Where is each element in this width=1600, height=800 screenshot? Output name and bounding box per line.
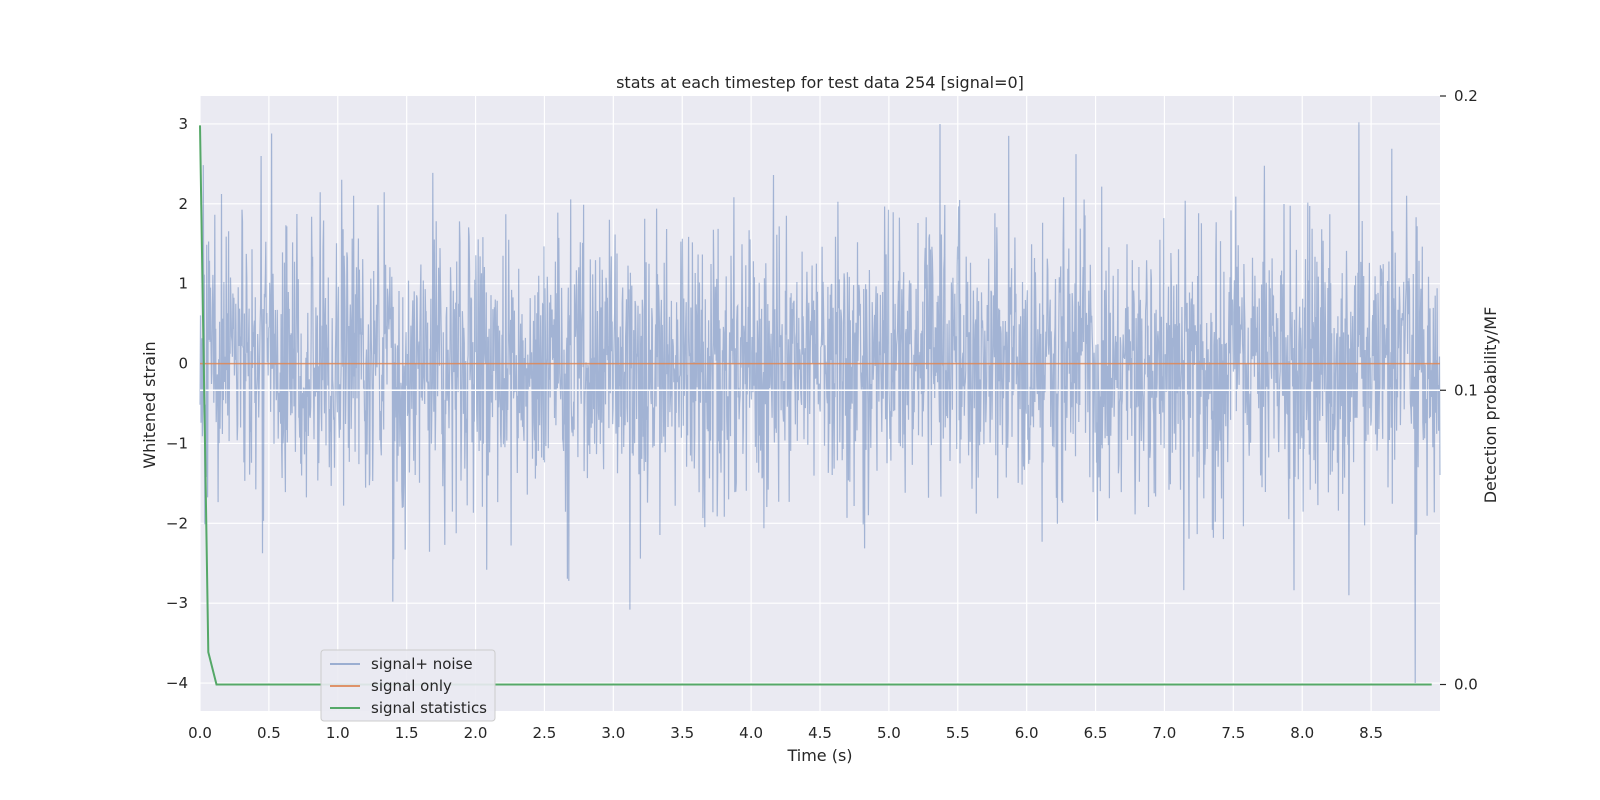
y-tick-label: 1 — [178, 275, 188, 293]
legend-label-signal-only: signal only — [371, 677, 452, 695]
y2-tick-label: 0.1 — [1454, 381, 1478, 399]
x-tick-label: 1.0 — [326, 724, 350, 742]
series-layer — [199, 122, 1441, 686]
x-tick-label: 2.5 — [533, 724, 557, 742]
x-tick-label: 0.5 — [257, 724, 281, 742]
x-tick-label: 1.5 — [395, 724, 419, 742]
x-tick-label: 6.5 — [1084, 724, 1108, 742]
y-tick-label: 3 — [178, 115, 188, 133]
x-tick-label: 5.0 — [877, 724, 901, 742]
y2-axis-label: Detection probability/MF — [1481, 307, 1500, 504]
legend-label-signal-statistics: signal statistics — [371, 699, 487, 717]
y-tick-label: −4 — [166, 674, 188, 692]
y-axis-label: Whitened strain — [140, 341, 159, 468]
x-tick-label: 7.5 — [1221, 724, 1245, 742]
y2-tick-label: 0.2 — [1454, 87, 1478, 105]
y-tick-label: −3 — [166, 594, 188, 612]
x-tick-label: 4.5 — [808, 724, 832, 742]
legend-box — [320, 649, 496, 722]
y-tick-label: 2 — [178, 195, 188, 213]
x-tick-label: 6.0 — [1015, 724, 1039, 742]
series-signal-statistics-line — [199, 125, 1432, 686]
chart-title: stats at each timestep for test data 254… — [616, 73, 1024, 92]
x-tick-label: 8.5 — [1359, 724, 1383, 742]
y-tick-label: −2 — [166, 514, 188, 532]
x-tick-label: 7.0 — [1153, 724, 1177, 742]
x-axis-label: Time (s) — [786, 746, 852, 765]
legend: signal+ noise signal only signal statist… — [320, 649, 496, 722]
x-tick-label: 3.0 — [601, 724, 625, 742]
x-tick-label: 2.0 — [464, 724, 488, 742]
y-tick-label: 0 — [178, 355, 188, 373]
x-tick-label: 3.5 — [670, 724, 694, 742]
y-tick-label: −1 — [166, 434, 188, 452]
x-tick-label: 0.0 — [188, 724, 212, 742]
series-signal-noise-line — [199, 122, 1441, 684]
x-tick-label: 8.0 — [1290, 724, 1314, 742]
ticks-layer: 0.0 0.5 1.0 1.5 2.0 2.5 3.0 3.5 4.0 4.5 5.0 5.5 6.0 6… — [166, 87, 1478, 742]
x-tick-label: 4.0 — [739, 724, 763, 742]
y2-tick-label: 0.0 — [1454, 676, 1478, 694]
x-tick-label: 5.5 — [946, 724, 970, 742]
legend-label-signal-noise: signal+ noise — [371, 655, 473, 673]
